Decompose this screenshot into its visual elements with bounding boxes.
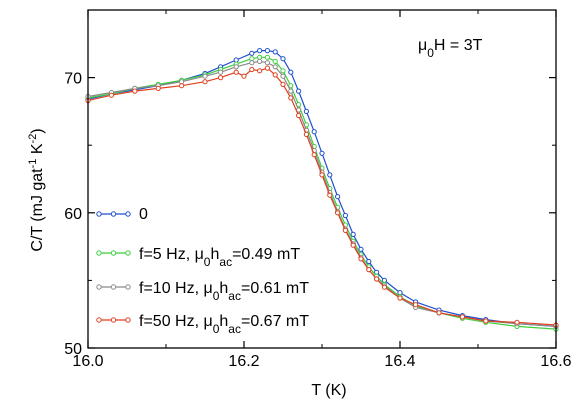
data-point (358, 246, 364, 252)
legend-label-3: f=50 Hz, μ0hac=0.67 mT (139, 313, 309, 336)
data-point (272, 64, 278, 70)
data-point (459, 314, 465, 320)
data-point (288, 88, 294, 94)
y-tick-label: 50 (64, 341, 82, 358)
data-point (233, 69, 239, 75)
axis-ticks: 16.0 16.2 16.4 16.6 50 60 70 (64, 10, 572, 370)
data-point (272, 58, 278, 65)
data-point (257, 48, 263, 54)
data-point (202, 73, 208, 79)
legend-item-0: 0 (96, 206, 148, 223)
legend-label-0: 0 (139, 206, 148, 223)
data-point (280, 68, 286, 74)
data-point (288, 95, 294, 101)
data-point (366, 258, 372, 265)
data-point (249, 60, 255, 66)
data-point (342, 227, 348, 233)
legend-item-3: f=50 Hz, μ0hac=0.67 mT (96, 313, 309, 336)
data-point (249, 50, 255, 56)
legend-item-2: f=10 Hz, μ0hac=0.61 mT (96, 280, 309, 303)
data-point (233, 64, 239, 70)
legend: 0 f=5 Hz, μ0hac=0.49 mT f=10 Hz, μ0hac=0… (96, 206, 309, 336)
data-point (436, 310, 442, 316)
data-point (280, 56, 286, 62)
data-point (288, 69, 294, 75)
data-point (327, 172, 333, 178)
data-point (288, 83, 294, 89)
data-point (327, 192, 333, 198)
data-point (272, 49, 278, 55)
data-point (132, 88, 138, 94)
x-tick-label: 16.6 (540, 353, 571, 370)
data-point (257, 58, 263, 65)
data-point (366, 267, 372, 273)
data-point (202, 79, 208, 85)
data-point (264, 54, 270, 60)
data-point (241, 73, 247, 79)
data-point (303, 108, 309, 115)
series-line-3 (87, 67, 557, 326)
legend-label-2: f=10 Hz, μ0hac=0.61 mT (139, 280, 309, 303)
data-point (155, 85, 161, 92)
y-tick-label: 70 (64, 71, 82, 88)
x-tick-label: 16.0 (72, 353, 103, 370)
field-annotation: μ0H = 3T (418, 37, 483, 60)
data-point (264, 48, 270, 54)
data-point (264, 60, 270, 66)
series-3 (85, 65, 559, 328)
data-point (264, 65, 270, 71)
data-point (358, 256, 364, 262)
data-point (514, 319, 520, 325)
plot-series (85, 48, 559, 332)
legend-item-1: f=5 Hz, μ0hac=0.49 mT (96, 246, 300, 269)
data-point (233, 57, 239, 63)
data-point (108, 92, 115, 98)
data-point (335, 210, 341, 216)
data-point (342, 212, 348, 219)
data-point (374, 276, 380, 282)
y-tick-label: 60 (64, 206, 82, 223)
legend-label-1: f=5 Hz, μ0hac=0.49 mT (139, 246, 300, 269)
plot-frame (87, 9, 557, 349)
data-point (381, 284, 387, 290)
data-point (280, 73, 286, 79)
data-point (303, 131, 309, 137)
data-point (218, 75, 224, 81)
data-point (179, 83, 185, 89)
data-point (218, 69, 224, 75)
data-point (319, 172, 325, 178)
data-point (311, 129, 317, 135)
data-point (257, 54, 263, 60)
data-point (257, 68, 263, 74)
data-point (249, 66, 255, 73)
data-point (397, 295, 403, 301)
data-point (350, 231, 356, 237)
data-point (280, 81, 286, 88)
data-point (413, 302, 419, 308)
x-axis-label: T (K) (311, 382, 346, 399)
data-point (381, 277, 387, 283)
data-point (319, 150, 325, 156)
y-axis-label: C/T (mJ gat-1 K-2) (27, 128, 46, 251)
data-point (272, 72, 278, 78)
data-point (311, 152, 317, 158)
data-point (335, 194, 341, 200)
data-point (296, 112, 302, 119)
data-point (350, 242, 356, 248)
x-tick-label: 16.4 (384, 353, 415, 370)
data-point (483, 318, 489, 324)
data-point (296, 88, 302, 94)
x-tick-label: 16.2 (228, 353, 259, 370)
